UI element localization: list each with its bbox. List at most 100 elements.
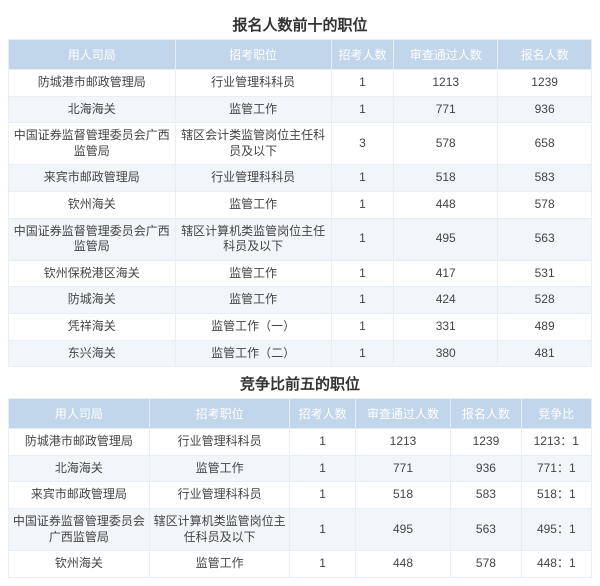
table2-cell: 771：1 bbox=[521, 455, 591, 482]
table1-cell: 481 bbox=[498, 340, 592, 367]
table1-cell: 监管工作 bbox=[175, 191, 331, 218]
table2-cell: 578 bbox=[451, 551, 521, 578]
table-row: 防城港市邮政管理局行业管理科科员112131239 bbox=[9, 70, 592, 97]
table2-cell: 448：1 bbox=[521, 551, 591, 578]
table2-header-cell: 审查通过人数 bbox=[355, 399, 450, 429]
table1-cell: 658 bbox=[498, 123, 592, 165]
table2-cell: 518：1 bbox=[521, 482, 591, 509]
table1-cell: 1213 bbox=[394, 70, 498, 97]
table1-cell: 钦州海关 bbox=[9, 191, 176, 218]
table1-cell: 771 bbox=[394, 96, 498, 123]
table1-header-cell: 招考职位 bbox=[175, 40, 331, 70]
table1-cell: 中国证券监督管理委员会广西监管局 bbox=[9, 123, 176, 165]
table2-cell: 辖区计算机类监管岗位主任科员及以下 bbox=[149, 508, 290, 550]
table1-cell: 1239 bbox=[498, 70, 592, 97]
table1-header-cell: 审查通过人数 bbox=[394, 40, 498, 70]
table1-cell: 417 bbox=[394, 260, 498, 287]
table1-cell: 1 bbox=[331, 70, 393, 97]
table-row: 来宾市邮政管理局行业管理科科员1518583 bbox=[9, 165, 592, 192]
table1-cell: 防城海关 bbox=[9, 287, 176, 314]
table1-cell: 防城港市邮政管理局 bbox=[9, 70, 176, 97]
table2-cell: 1 bbox=[290, 508, 355, 550]
table1-cell: 1 bbox=[331, 287, 393, 314]
table1-cell: 中国证券监督管理委员会广西监管局 bbox=[9, 218, 176, 260]
table1-cell: 583 bbox=[498, 165, 592, 192]
table2-cell: 495 bbox=[355, 508, 450, 550]
table1-cell: 448 bbox=[394, 191, 498, 218]
table2-header-cell: 招考人数 bbox=[290, 399, 355, 429]
table2-cell: 1 bbox=[290, 482, 355, 509]
table1-header-cell: 用人司局 bbox=[9, 40, 176, 70]
table2-cell: 1239 bbox=[451, 429, 521, 456]
table1-cell: 424 bbox=[394, 287, 498, 314]
table-row: 东兴海关监管工作（二）1380481 bbox=[9, 340, 592, 367]
table1-header-cell: 招考人数 bbox=[331, 40, 393, 70]
table1-cell: 辖区计算机类监管岗位主任科员及以下 bbox=[175, 218, 331, 260]
table2-cell: 1213 bbox=[355, 429, 450, 456]
table2: 用人司局招考职位招考人数审查通过人数报名人数竞争比 防城港市邮政管理局行业管理科… bbox=[8, 398, 592, 578]
table1-cell: 行业管理科科员 bbox=[175, 165, 331, 192]
table2-cell: 1213：1 bbox=[521, 429, 591, 456]
table-row: 防城海关监管工作1424528 bbox=[9, 287, 592, 314]
table2-cell: 中国证券监督管理委员会广西监管局 bbox=[9, 508, 150, 550]
table1-cell: 936 bbox=[498, 96, 592, 123]
table1-cell: 监管工作 bbox=[175, 96, 331, 123]
table2-cell: 行业管理科科员 bbox=[149, 429, 290, 456]
table2-header-cell: 报名人数 bbox=[451, 399, 521, 429]
table2-cell: 钦州海关 bbox=[9, 551, 150, 578]
table2-cell: 监管工作 bbox=[149, 455, 290, 482]
table1-cell: 1 bbox=[331, 165, 393, 192]
table1-cell: 380 bbox=[394, 340, 498, 367]
table2-cell: 495：1 bbox=[521, 508, 591, 550]
table2-cell: 936 bbox=[451, 455, 521, 482]
table1-cell: 331 bbox=[394, 313, 498, 340]
table1-cell: 1 bbox=[331, 96, 393, 123]
table1-cell: 东兴海关 bbox=[9, 340, 176, 367]
table1-cell: 489 bbox=[498, 313, 592, 340]
table1-cell: 辖区会计类监管岗位主任科员及以下 bbox=[175, 123, 331, 165]
table1: 用人司局招考职位招考人数审查通过人数报名人数 防城港市邮政管理局行业管理科科员1… bbox=[8, 39, 592, 367]
table1-cell: 监管工作（二） bbox=[175, 340, 331, 367]
table2-cell: 北海海关 bbox=[9, 455, 150, 482]
table2-cell: 1 bbox=[290, 551, 355, 578]
table2-cell: 防城港市邮政管理局 bbox=[9, 429, 150, 456]
table-row: 北海海关监管工作1771936771：1 bbox=[9, 455, 592, 482]
table2-title: 竞争比前五的职位 bbox=[8, 373, 592, 394]
table-row: 钦州海关监管工作1448578448：1 bbox=[9, 551, 592, 578]
table2-cell: 448 bbox=[355, 551, 450, 578]
table1-cell: 3 bbox=[331, 123, 393, 165]
table1-cell: 监管工作（一） bbox=[175, 313, 331, 340]
table2-cell: 563 bbox=[451, 508, 521, 550]
table1-cell: 凭祥海关 bbox=[9, 313, 176, 340]
table-row: 钦州保税港区海关监管工作1417531 bbox=[9, 260, 592, 287]
table1-cell: 北海海关 bbox=[9, 96, 176, 123]
table-row: 中国证券监督管理委员会广西监管局辖区计算机类监管岗位主任科员及以下1495563… bbox=[9, 508, 592, 550]
table1-cell: 1 bbox=[331, 313, 393, 340]
table1-cell: 578 bbox=[394, 123, 498, 165]
table1-cell: 监管工作 bbox=[175, 260, 331, 287]
table1-cell: 监管工作 bbox=[175, 287, 331, 314]
table1-cell: 1 bbox=[331, 191, 393, 218]
table2-cell: 来宾市邮政管理局 bbox=[9, 482, 150, 509]
table1-cell: 531 bbox=[498, 260, 592, 287]
table2-header-cell: 用人司局 bbox=[9, 399, 150, 429]
table-row: 凭祥海关监管工作（一）1331489 bbox=[9, 313, 592, 340]
table2-cell: 1 bbox=[290, 429, 355, 456]
table2-cell: 行业管理科科员 bbox=[149, 482, 290, 509]
table-row: 中国证券监督管理委员会广西监管局辖区计算机类监管岗位主任科员及以下1495563 bbox=[9, 218, 592, 260]
table2-cell: 1 bbox=[290, 455, 355, 482]
table-row: 北海海关监管工作1771936 bbox=[9, 96, 592, 123]
table1-cell: 1 bbox=[331, 340, 393, 367]
table1-cell: 578 bbox=[498, 191, 592, 218]
table1-cell: 行业管理科科员 bbox=[175, 70, 331, 97]
table1-cell: 1 bbox=[331, 260, 393, 287]
table-row: 中国证券监督管理委员会广西监管局辖区会计类监管岗位主任科员及以下3578658 bbox=[9, 123, 592, 165]
table2-cell: 监管工作 bbox=[149, 551, 290, 578]
table1-cell: 518 bbox=[394, 165, 498, 192]
table2-header-cell: 竞争比 bbox=[521, 399, 591, 429]
table1-cell: 528 bbox=[498, 287, 592, 314]
table1-title: 报名人数前十的职位 bbox=[8, 14, 592, 35]
table-row: 钦州海关监管工作1448578 bbox=[9, 191, 592, 218]
table1-cell: 495 bbox=[394, 218, 498, 260]
table1-cell: 1 bbox=[331, 218, 393, 260]
